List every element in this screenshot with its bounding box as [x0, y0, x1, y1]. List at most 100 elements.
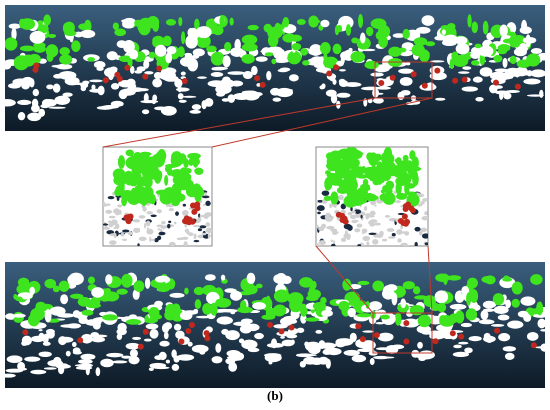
white-point [230, 80, 244, 87]
canopy-point [509, 55, 517, 65]
ground-point [105, 209, 113, 214]
white-point [182, 95, 197, 98]
inset-cloud-left [103, 149, 212, 246]
ground-point [205, 200, 211, 207]
canopy-point [5, 37, 18, 51]
canopy-point [347, 299, 361, 307]
canopy-point [247, 24, 259, 31]
canopy-point [264, 52, 274, 57]
canopy-point [311, 280, 317, 290]
white-point [219, 78, 235, 89]
canopy-point [340, 164, 349, 179]
white-point [460, 322, 472, 328]
canopy-point [113, 175, 128, 186]
canopy-point [148, 51, 156, 59]
white-point [211, 68, 225, 71]
ground-point [108, 220, 112, 224]
canopy-point [331, 181, 341, 186]
canopy-point [379, 193, 390, 202]
white-point [89, 88, 105, 93]
ground-point [158, 231, 166, 236]
canopy-point [273, 289, 290, 303]
canopy-point [170, 168, 184, 178]
canopy-point [273, 274, 283, 284]
white-point [275, 87, 294, 98]
zoom-box-bottom [372, 312, 433, 354]
ground-point [397, 238, 402, 243]
ground-point [168, 220, 172, 224]
trunk-point [449, 330, 456, 337]
ground-point [391, 233, 396, 237]
trunk-point [189, 322, 196, 329]
trunk-point [32, 66, 39, 73]
white-point [62, 92, 73, 97]
white-point [493, 305, 509, 314]
white-point [232, 352, 245, 361]
canopy-point [44, 309, 52, 323]
canopy-point [47, 33, 57, 38]
canopy-point [362, 178, 369, 187]
white-point [325, 358, 331, 369]
white-point [498, 332, 511, 342]
ground-point [183, 241, 188, 246]
canopy-point [358, 13, 364, 28]
ground-point [356, 223, 363, 228]
white-point [221, 328, 229, 335]
trunk-point [434, 67, 441, 74]
white-point [174, 78, 183, 88]
ground-point [173, 221, 177, 225]
trunk-point [408, 205, 415, 212]
canopy-point [240, 300, 247, 311]
white-point [5, 62, 12, 70]
canopy-point [85, 303, 102, 309]
canopy-point [338, 300, 350, 311]
white-point [246, 323, 260, 332]
white-point [216, 316, 233, 325]
white-point [530, 69, 545, 78]
ground-point [199, 225, 207, 229]
white-point [505, 89, 520, 93]
white-point [504, 352, 515, 360]
white-point [458, 341, 469, 345]
canopy-point [365, 300, 370, 309]
white-point [38, 108, 46, 117]
canopy-point [281, 275, 292, 285]
canopy-point [230, 290, 242, 301]
canopy-point [412, 172, 419, 187]
white-point [256, 83, 261, 87]
ground-point [183, 213, 188, 216]
white-point [134, 70, 143, 74]
canopy-point [360, 32, 366, 44]
white-point [116, 328, 127, 336]
canopy-point [336, 186, 349, 194]
white-point [374, 92, 384, 95]
canopy-point [58, 280, 70, 292]
canopy-point [144, 317, 158, 324]
white-point [151, 332, 157, 338]
canopy-point [466, 292, 471, 306]
white-point [154, 106, 168, 111]
canopy-point [492, 293, 505, 306]
canopy-point [59, 54, 73, 65]
ground-point [366, 241, 370, 246]
ground-point [193, 233, 197, 240]
ground-point [184, 228, 189, 234]
point-cloud-top [5, 13, 545, 122]
ground-point [104, 203, 111, 207]
white-point [507, 320, 524, 329]
canopy-point [125, 149, 135, 157]
white-point [175, 87, 190, 92]
trunk-point [410, 71, 417, 78]
canopy-point [123, 39, 135, 54]
white-point [141, 109, 150, 115]
zoom-line [102, 97, 376, 148]
white-point [505, 299, 511, 309]
canopy-point [105, 274, 113, 285]
canopy-point [162, 35, 172, 47]
white-point [29, 78, 35, 88]
white-point [461, 86, 478, 92]
ground-point [103, 201, 106, 205]
ground-point [113, 208, 121, 215]
white-point [520, 296, 536, 306]
canopy-point [133, 151, 142, 158]
